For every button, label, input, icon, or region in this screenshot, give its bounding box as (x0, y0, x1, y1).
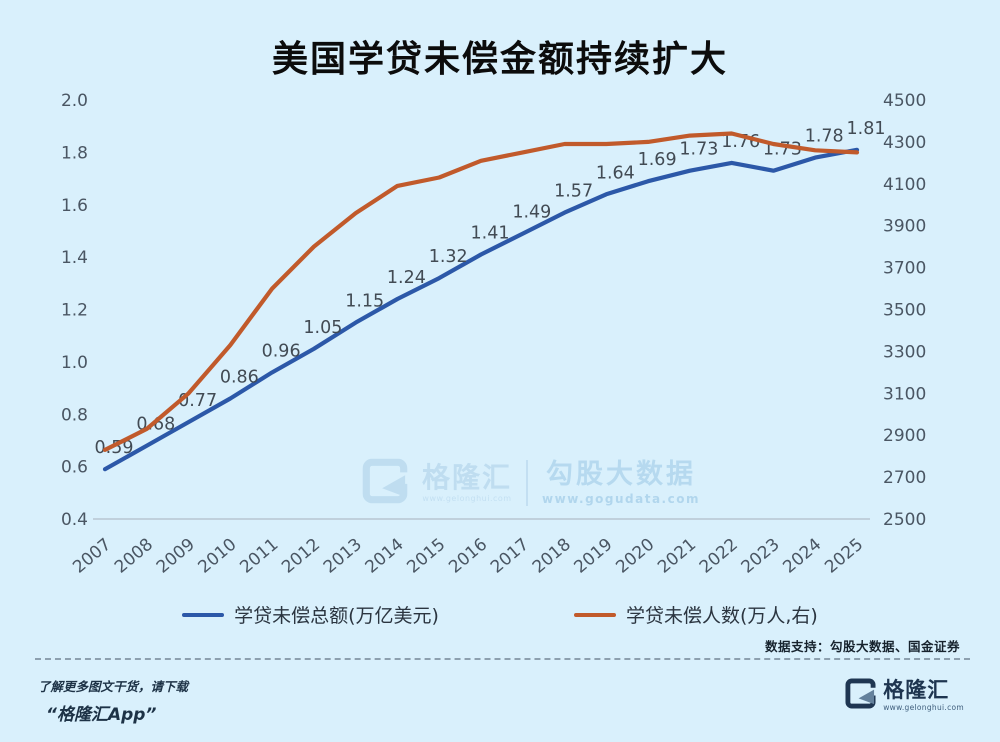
x-axis-tick: 2013 (320, 535, 366, 578)
footer-brand: 格隆汇 www.gelonghui.com (845, 678, 964, 713)
data-label: 0.77 (178, 391, 217, 411)
x-axis-tick: 2008 (111, 535, 157, 578)
right-axis-tick: 3500 (883, 301, 926, 321)
legend-swatch-borrowers (573, 612, 616, 617)
series-line-0 (102, 147, 860, 472)
data-label: 0.86 (220, 368, 259, 388)
left-axis-tick: 0.4 (61, 510, 88, 530)
footer-promo: 了解更多图文干货，请下载 “格隆汇App” (38, 676, 188, 725)
right-axis-tick: 3700 (883, 259, 926, 279)
footer-brand-url: www.gelonghui.com (883, 702, 964, 712)
watermark-partner-block: 勾股大数据 www.gogudata.com (542, 461, 700, 505)
data-label: 1.05 (303, 318, 342, 338)
gelonghui-logo-icon (362, 458, 408, 508)
x-axis-tick: 2021 (654, 535, 700, 578)
left-axis-tick: 1.2 (61, 301, 88, 321)
right-axis-tick: 4100 (883, 175, 926, 195)
x-axis-tick: 2012 (278, 535, 324, 578)
left-axis-tick: 2.0 (61, 91, 88, 111)
footer-brand-name: 格隆汇 (883, 677, 950, 702)
x-axis-tick: 2023 (738, 535, 784, 578)
x-axis-tick: 2016 (445, 535, 491, 578)
footer-promo-line1: 了解更多图文干货，请下载 (38, 679, 189, 694)
right-axis-tick: 2900 (883, 426, 926, 446)
footer-brand-block: 格隆汇 www.gelonghui.com (883, 677, 964, 712)
watermark-partner: 勾股大数据 (546, 459, 696, 490)
legend-item-borrowers: 学贷未偿人数(万人,右) (573, 601, 818, 628)
left-axis-tick: 1.8 (61, 143, 88, 163)
right-axis-tick: 2500 (883, 510, 926, 530)
x-axis-tick: 2020 (612, 535, 658, 578)
data-label: 0.59 (95, 438, 134, 458)
x-axis-tick: 2018 (529, 535, 575, 578)
footer-promo-line2: “格隆汇App” (46, 705, 157, 725)
watermark-partner-url: www.gogudata.com (542, 492, 700, 506)
data-label: 1.81 (847, 119, 886, 139)
right-axis-tick: 3100 (883, 384, 926, 404)
chart-canvas: 2.0 1.8 1.6 1.4 1.2 1.0 0.8 0.6 0.4 4500 4300 4100 3… (61, 91, 926, 578)
x-axis-tick: 2019 (571, 535, 617, 578)
watermark-brand-url: www.gelonghui.com (422, 493, 512, 503)
data-label: 1.32 (429, 247, 468, 267)
data-label: 1.64 (596, 163, 635, 183)
footer-separator (35, 658, 970, 660)
legend-label-total: 学贷未偿总额(万亿美元) (234, 605, 439, 627)
left-axis-tick: 1.0 (61, 353, 88, 373)
right-axis-tick: 3900 (883, 217, 926, 237)
left-axis-tick: 1.6 (61, 196, 88, 216)
x-axis-tick: 2022 (696, 535, 742, 578)
right-axis-tick: 2700 (883, 468, 926, 488)
right-axis-tick: 4500 (883, 91, 926, 111)
x-axis-tick: 2009 (153, 535, 199, 578)
data-label: 0.96 (262, 341, 301, 361)
data-source-note: 数据支持：勾股大数据、国金证券 (764, 639, 960, 654)
watermark-brand-block: 格隆汇 www.gelonghui.com (422, 460, 513, 503)
x-axis-tick: 2025 (821, 535, 867, 578)
left-axis-tick: 1.4 (61, 248, 88, 268)
legend-item-total: 学贷未偿总额(万亿美元) (182, 601, 439, 628)
right-axis-tick: 4300 (883, 133, 926, 153)
legend-swatch-total (182, 612, 225, 617)
series-line-1 (102, 131, 860, 452)
data-label: 1.69 (638, 150, 677, 170)
watermark-divider (526, 460, 529, 506)
gelonghui-logo-icon (845, 678, 876, 713)
x-axis-tick: 2015 (403, 535, 449, 578)
data-label: 1.78 (805, 127, 844, 147)
x-axis-tick: 2017 (487, 535, 533, 578)
legend-label-borrowers: 学贷未偿人数(万人,右) (625, 605, 818, 627)
watermark: 格隆汇 www.gelonghui.com 勾股大数据 www.gogudata… (362, 458, 700, 508)
data-label: 1.24 (387, 268, 426, 288)
watermark-brand: 格隆汇 (422, 460, 513, 494)
data-label: 1.41 (471, 224, 510, 244)
x-axis-tick: 2024 (779, 535, 825, 578)
left-axis-tick: 0.8 (61, 405, 88, 425)
data-label: 1.49 (512, 203, 551, 223)
x-axis-tick: 2010 (195, 535, 241, 578)
left-axis-tick: 0.6 (61, 458, 88, 478)
data-label: 1.15 (345, 292, 384, 312)
data-label: 1.73 (679, 140, 718, 160)
data-label: 1.57 (554, 182, 593, 202)
x-axis-tick: 2011 (236, 535, 282, 578)
right-axis-tick: 3300 (883, 342, 926, 362)
x-axis-tick: 2014 (362, 535, 408, 578)
x-axis-tick: 2007 (69, 535, 115, 578)
legend: 学贷未偿总额(万亿美元) 学贷未偿人数(万人,右) (0, 601, 1000, 628)
chart-title: 美国学贷未偿金额持续扩大 (271, 39, 728, 80)
